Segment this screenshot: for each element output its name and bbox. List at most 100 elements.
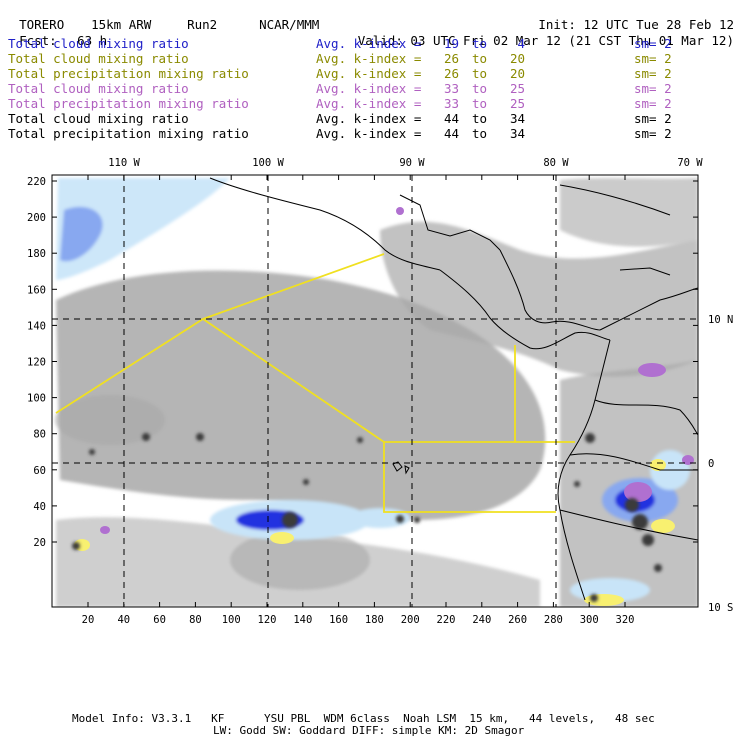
valid-time: Valid: 03 UTC Fri 02 Mar 12 (21 CST Thu … — [357, 33, 734, 48]
legend-to-word-2: to — [472, 66, 488, 81]
bottom-label-200: 200 — [401, 614, 420, 626]
legend-from-6: 44 — [444, 126, 460, 141]
coast-hispaniola — [619, 267, 671, 276]
footer-line-2: LW: Godd SW: Goddard DIFF: simple KM: 2D… — [213, 724, 525, 737]
border-sa-3 — [559, 509, 698, 541]
yellow-patch-1 — [270, 532, 294, 544]
bottom-label-320: 320 — [616, 614, 635, 626]
legend-from-0: 19 — [444, 36, 460, 51]
legend-sm-3: sm= 2 — [634, 81, 672, 96]
legend-from-3: 33 — [444, 81, 460, 96]
bottom-label-260: 260 — [508, 614, 527, 626]
color-patches — [74, 207, 694, 606]
left-label-160: 160 — [27, 284, 46, 296]
coast-ecuador-peru — [557, 339, 611, 601]
header-fcst: Fcst: — [4, 18, 57, 48]
legend-to-word-5: to — [472, 111, 488, 126]
core-7 — [414, 517, 420, 523]
legend-field-0: Total cloud mixing ratio — [8, 36, 189, 51]
lon-label-3: 80 W — [543, 157, 569, 169]
legend-to-4: 25 — [509, 96, 525, 111]
purple-patch-1 — [638, 363, 666, 377]
core-8 — [72, 542, 80, 550]
legend-sm-1: sm= 2 — [634, 51, 672, 66]
legend-to-word-1: to — [472, 51, 488, 66]
legend-from-4: 33 — [444, 96, 460, 111]
core-1 — [142, 433, 150, 441]
bottom-label-300: 300 — [580, 614, 599, 626]
legend-field-6: Total precipitation mixing ratio — [8, 126, 249, 141]
header-fcst-value: 63 h — [62, 18, 107, 48]
bottom-label-240: 240 — [472, 614, 491, 626]
coast-caribbean — [499, 249, 601, 331]
domain-lines — [55, 253, 575, 513]
core-5 — [357, 437, 363, 443]
cloud-patch-mid — [230, 530, 370, 590]
legend-kindex-6: Avg. k-index = — [316, 126, 422, 141]
blue-nw — [56, 178, 230, 280]
bottom-label-80: 80 — [189, 614, 202, 626]
core-16 — [303, 479, 309, 485]
legend-field-5: Total cloud mixing ratio — [8, 111, 189, 126]
coast-colombia — [599, 287, 698, 331]
yellow-patch-3 — [651, 519, 675, 533]
domain-box — [384, 345, 575, 443]
blue-south-mid — [350, 508, 410, 528]
init-time: Init: 12 UTC Tue 28 Feb 12 — [538, 17, 734, 32]
left-label-220: 220 — [27, 176, 46, 188]
core-6 — [396, 515, 404, 523]
blue-nw-core — [60, 206, 103, 262]
legend-kindex-2: Avg. k-index = — [316, 66, 422, 81]
left-label-140: 140 — [27, 320, 46, 332]
legend-kindex-4: Avg. k-index = — [316, 96, 422, 111]
bottom-label-140: 140 — [293, 614, 312, 626]
coastlines — [209, 177, 698, 601]
core-2 — [196, 433, 204, 441]
cloud-patch-west — [55, 395, 165, 445]
core-9 — [585, 433, 595, 443]
legend-to-0: 4 — [517, 36, 525, 51]
bottom-label-60: 60 — [153, 614, 166, 626]
legend-to-1: 20 — [509, 51, 525, 66]
coast-mexico — [209, 177, 441, 271]
left-label-20: 20 — [33, 537, 46, 549]
run-name: Run2 — [187, 17, 218, 32]
lon-label-4: 70 W — [677, 157, 703, 169]
dark-cores — [72, 433, 662, 602]
legend-field-1: Total cloud mixing ratio — [8, 51, 189, 66]
core-11 — [632, 514, 648, 530]
cloud-band-itcz — [56, 270, 546, 520]
fcst-label: Fcst: — [19, 33, 57, 48]
legend-to-word-6: to — [472, 126, 488, 141]
coast-central-america — [439, 269, 611, 350]
coast-cuba — [559, 184, 671, 216]
purple-patch-3 — [100, 526, 110, 534]
legend-from-1: 26 — [444, 51, 460, 66]
map-content — [52, 175, 698, 607]
footer-line-1: Model Info: V3.3.1 KF YSU PBL WDM 6class… — [72, 712, 655, 725]
legend-kindex-1: Avg. k-index = — [316, 51, 422, 66]
legend-sm-4: sm= 2 — [634, 96, 672, 111]
legend-kindex-3: Avg. k-index = — [316, 81, 422, 96]
legend-sm-5: sm= 2 — [634, 111, 672, 126]
bottom-label-220: 220 — [437, 614, 456, 626]
bottom-label-160: 160 — [329, 614, 348, 626]
coast-yucatan — [399, 194, 501, 251]
gray-cloud-layer — [55, 178, 698, 607]
model-name: TORERO — [19, 17, 65, 32]
legend-field-3: Total cloud mixing ratio — [8, 81, 189, 96]
legend-field-2: Total precipitation mixing ratio — [8, 66, 249, 81]
legend-to-5: 34 — [509, 111, 525, 126]
core-4 — [282, 512, 298, 528]
core-3 — [89, 449, 95, 455]
bottom-label-100: 100 — [222, 614, 241, 626]
left-label-80: 80 — [33, 429, 46, 441]
fcst-value: 63 h — [77, 33, 108, 48]
header-grid: 15km ARW — [76, 2, 151, 32]
left-label-180: 180 — [27, 248, 46, 260]
legend-sm-6: sm= 2 — [634, 126, 672, 141]
org-name: NCAR/MMM — [259, 17, 320, 32]
legend-kindex-5: Avg. k-index = — [316, 111, 422, 126]
left-label-120: 120 — [27, 357, 46, 369]
